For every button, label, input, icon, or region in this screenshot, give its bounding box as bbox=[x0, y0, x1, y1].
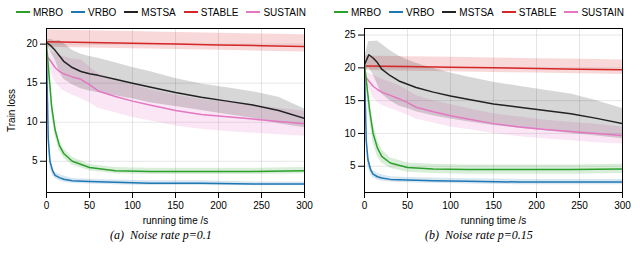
html-text:MRBO: MRBO bbox=[351, 6, 381, 18]
svg-text:0: 0 bbox=[362, 200, 368, 211]
svg-text:250: 250 bbox=[571, 200, 588, 211]
svg-text:20: 20 bbox=[26, 38, 38, 49]
svg-text:running time /s: running time /s bbox=[143, 215, 209, 226]
svg-text:200: 200 bbox=[528, 200, 545, 211]
svg-text:0: 0 bbox=[44, 200, 50, 211]
html-text:SUSTAIN: SUSTAIN bbox=[263, 6, 306, 18]
svg-text:200: 200 bbox=[210, 200, 227, 211]
svg-text:5: 5 bbox=[350, 160, 356, 171]
html-text:STABLE: STABLE bbox=[200, 6, 239, 18]
svg-text:100: 100 bbox=[124, 200, 141, 211]
html-text:(a) Noise rate p=0.1: (a) Noise rate p=0.1 bbox=[110, 228, 212, 242]
svg-text:300: 300 bbox=[614, 200, 631, 211]
svg-text:20: 20 bbox=[344, 62, 356, 73]
html-text:STABLE: STABLE bbox=[518, 6, 557, 18]
html-text:(b) Noise rate p=0.15: (b) Noise rate p=0.15 bbox=[425, 228, 533, 242]
svg-text:100: 100 bbox=[442, 200, 459, 211]
svg-text:10: 10 bbox=[344, 128, 356, 139]
html-text:MSTSA: MSTSA bbox=[141, 6, 176, 18]
html-text:SUSTAIN: SUSTAIN bbox=[581, 6, 624, 18]
svg-text:250: 250 bbox=[253, 200, 270, 211]
html-text:MSTSA: MSTSA bbox=[459, 6, 494, 18]
svg-text:15: 15 bbox=[344, 95, 356, 106]
html-text:VRBO: VRBO bbox=[88, 6, 117, 18]
svg-text:running time /s: running time /s bbox=[461, 215, 527, 226]
svg-text:Train loss: Train loss bbox=[6, 89, 17, 132]
svg-text:50: 50 bbox=[84, 200, 96, 211]
html-text:VRBO: VRBO bbox=[406, 6, 435, 18]
svg-text:300: 300 bbox=[296, 200, 313, 211]
svg-text:15: 15 bbox=[26, 77, 38, 88]
html-text:MRBO: MRBO bbox=[33, 6, 63, 18]
svg-text:5: 5 bbox=[32, 155, 38, 166]
svg-text:150: 150 bbox=[167, 200, 184, 211]
svg-text:50: 50 bbox=[402, 200, 414, 211]
svg-text:150: 150 bbox=[485, 200, 502, 211]
svg-text:25: 25 bbox=[344, 29, 356, 40]
svg-text:10: 10 bbox=[26, 116, 38, 127]
